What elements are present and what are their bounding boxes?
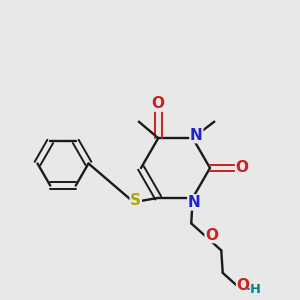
Text: S: S [130,194,141,208]
Text: O: O [152,96,165,111]
Text: ·H: ·H [246,284,262,296]
Text: O: O [205,228,218,243]
Text: N: N [188,195,201,210]
Text: N: N [190,128,203,142]
Text: O: O [237,278,250,293]
Text: O: O [236,160,249,175]
